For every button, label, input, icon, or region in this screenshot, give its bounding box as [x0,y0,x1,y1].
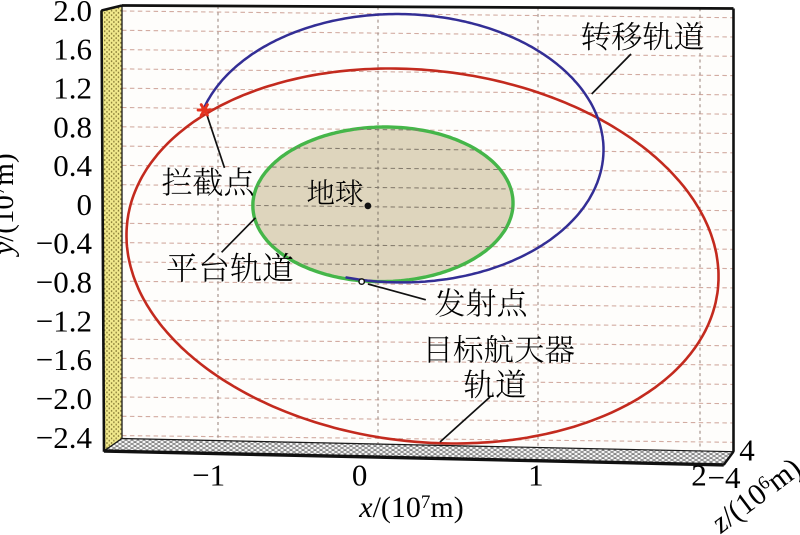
svg-text:−0.8: −0.8 [36,265,92,300]
svg-text:x/(107m): x/(107m) [358,491,463,524]
svg-text:0.4: 0.4 [53,148,92,183]
svg-text:−1.2: −1.2 [36,303,92,338]
svg-text:1.6: 1.6 [53,32,92,67]
svg-text:0: 0 [77,187,93,222]
svg-text:2: 2 [691,458,707,493]
svg-text:1.2: 1.2 [53,70,92,105]
svg-text:−1: −1 [192,458,225,493]
svg-text:0: 0 [352,458,368,493]
svg-text:1: 1 [528,458,544,493]
svg-text:−2.0: −2.0 [36,381,92,416]
svg-text:0.8: 0.8 [53,109,92,144]
svg-text:2.0: 2.0 [53,0,92,28]
svg-text:−1.6: −1.6 [36,342,92,377]
svg-text:−4: −4 [708,460,741,495]
svg-text:y/(107m): y/(107m) [0,153,20,257]
svg-text:4: 4 [739,433,755,468]
svg-text:−2.4: −2.4 [36,420,93,455]
svg-text:−0.4: −0.4 [36,226,93,261]
